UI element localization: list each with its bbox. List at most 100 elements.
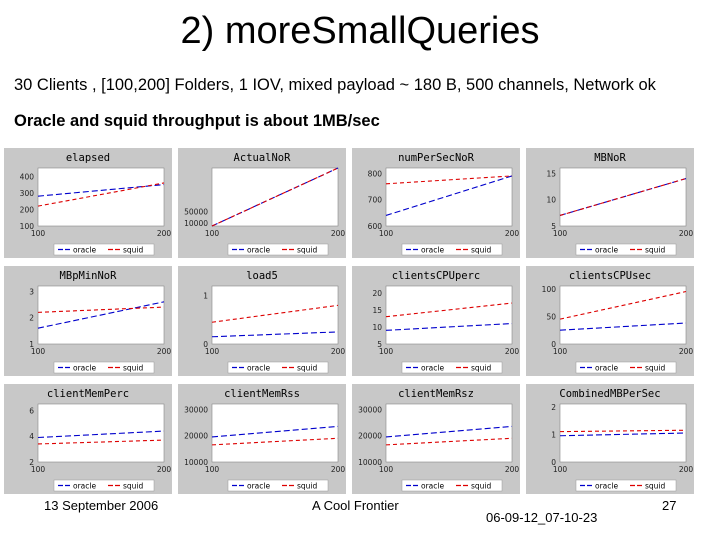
- y-tick-label: 10: [372, 323, 382, 332]
- plot-area: [37, 285, 165, 345]
- x-tick-label: 100: [31, 465, 46, 474]
- x-tick-label: 100: [553, 465, 568, 474]
- y-tick-label: 1: [203, 292, 208, 301]
- series-line-squid: [559, 178, 687, 216]
- y-tick-label: 30000: [358, 405, 382, 414]
- y-tick-label: 15: [372, 306, 382, 315]
- y-tick-label: 100: [542, 285, 557, 294]
- legend-label-squid: squid: [123, 246, 144, 255]
- y-tick-label: 10: [546, 196, 556, 205]
- series-line-squid: [385, 437, 513, 446]
- series-line-oracle: [559, 432, 687, 437]
- legend-label-squid: squid: [471, 246, 492, 255]
- series-line-squid: [559, 290, 687, 320]
- series-line-oracle: [385, 175, 513, 216]
- legend-label-oracle: oracle: [247, 364, 270, 373]
- y-tick-label: 1: [551, 430, 556, 439]
- series-line-squid: [211, 167, 339, 227]
- legend-box: [227, 243, 329, 256]
- y-tick-label: 800: [368, 169, 383, 178]
- chart-title: MBpMinNoR: [60, 270, 118, 282]
- chart-title: clientMemPerc: [47, 388, 129, 400]
- x-tick-label: 100: [379, 465, 394, 474]
- legend-label-oracle: oracle: [247, 246, 270, 255]
- plot-area: [385, 285, 513, 345]
- plot-area: [211, 403, 339, 463]
- y-tick-label: 5: [377, 340, 382, 349]
- legend-box: [575, 479, 677, 492]
- y-tick-label: 2: [29, 314, 34, 323]
- x-tick-label: 100: [31, 229, 46, 238]
- legend-label-squid: squid: [297, 246, 318, 255]
- chart-title: clientsCPUperc: [392, 270, 481, 282]
- series-line-squid: [385, 302, 513, 318]
- y-tick-label: 30000: [184, 405, 208, 414]
- x-tick-label: 200: [331, 229, 346, 238]
- legend-label-oracle: oracle: [73, 364, 96, 373]
- y-tick-label: 0: [551, 340, 556, 349]
- x-tick-label: 100: [205, 229, 220, 238]
- footer-center-text: A Cool Frontier: [312, 498, 399, 513]
- y-tick-label: 4: [29, 432, 34, 441]
- x-tick-label: 200: [679, 347, 694, 356]
- series-line-oracle: [211, 425, 339, 438]
- y-tick-label: 20000: [358, 432, 382, 441]
- legend-box: [401, 479, 503, 492]
- series-line-oracle: [37, 301, 165, 329]
- x-tick-label: 200: [505, 465, 520, 474]
- x-tick-label: 200: [331, 465, 346, 474]
- y-tick-label: 5: [551, 222, 556, 231]
- y-tick-label: 50000: [184, 208, 208, 217]
- plot-area: [385, 403, 513, 463]
- x-tick-label: 200: [505, 229, 520, 238]
- legend-box: [53, 479, 155, 492]
- series-line-oracle: [37, 430, 165, 439]
- x-tick-label: 100: [205, 465, 220, 474]
- x-tick-label: 200: [157, 229, 172, 238]
- footer-slide-id: 06-09-12_07-10-23: [486, 510, 598, 525]
- chart-title: ActualNoR: [234, 152, 292, 164]
- series-line-squid: [385, 175, 513, 185]
- legend-box: [53, 243, 155, 256]
- legend-label-oracle: oracle: [247, 482, 270, 491]
- series-line-oracle: [559, 322, 687, 331]
- legend-label-oracle: oracle: [595, 364, 618, 373]
- legend-label-oracle: oracle: [421, 364, 444, 373]
- series-line-squid: [211, 304, 339, 323]
- y-tick-label: 10000: [184, 219, 208, 228]
- legend-box: [575, 361, 677, 374]
- chart-title: elapsed: [66, 152, 110, 164]
- legend-label-squid: squid: [297, 482, 318, 491]
- x-tick-label: 200: [157, 347, 172, 356]
- x-tick-label: 100: [379, 347, 394, 356]
- legend-label-squid: squid: [645, 246, 666, 255]
- slide-subtitle-throughput: Oracle and squid throughput is about 1MB…: [14, 112, 380, 130]
- series-line-oracle: [211, 331, 339, 338]
- plot-area: [559, 403, 687, 463]
- legend-label-squid: squid: [645, 482, 666, 491]
- x-tick-label: 100: [379, 229, 394, 238]
- legend-box: [575, 243, 677, 256]
- x-tick-label: 100: [31, 347, 46, 356]
- y-tick-label: 10000: [358, 458, 382, 467]
- x-tick-label: 200: [331, 347, 346, 356]
- y-tick-label: 3: [29, 287, 34, 296]
- chart-panel: ActualNoR 10000 50000 100 200 oracle squid: [178, 148, 346, 258]
- y-tick-label: 50: [546, 312, 556, 321]
- y-tick-label: 20: [372, 289, 382, 298]
- series-line-squid: [37, 439, 165, 445]
- y-tick-label: 15: [546, 169, 556, 178]
- y-tick-label: 0: [551, 458, 556, 467]
- y-tick-label: 2: [551, 403, 556, 412]
- series-line-oracle: [385, 322, 513, 331]
- series-line-squid: [559, 429, 687, 433]
- chart-title: numPerSecNoR: [398, 152, 475, 164]
